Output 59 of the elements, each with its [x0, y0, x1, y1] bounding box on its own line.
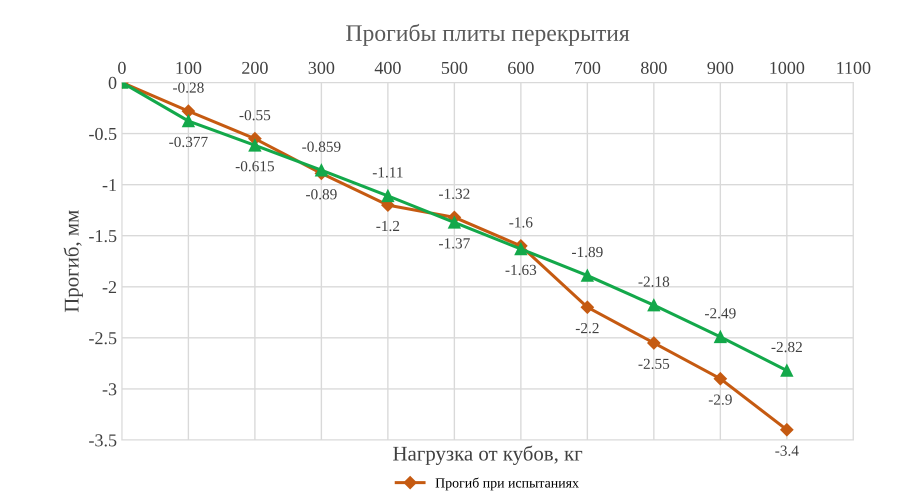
- data-label: -1.2: [376, 220, 400, 232]
- data-label: -1.11: [372, 167, 403, 178]
- y-tick-label: -2: [102, 281, 116, 294]
- point: [780, 364, 794, 377]
- point: [182, 114, 195, 128]
- point: [647, 336, 660, 350]
- point: [248, 139, 262, 152]
- y-tick-label: -2.5: [89, 332, 116, 344]
- point: [182, 104, 195, 118]
- x-tick-label: 100: [176, 62, 202, 74]
- data-label: -2.18: [638, 276, 670, 287]
- data-label: -1.32: [439, 188, 470, 200]
- y-tick-label: -3.5: [89, 434, 116, 447]
- data-label: -2.55: [638, 358, 670, 370]
- data-label: -2.2: [576, 322, 599, 334]
- x-tick-label: 600: [508, 62, 534, 74]
- x-tick-label: 0: [118, 62, 126, 74]
- y-tick-label: 0: [108, 76, 116, 89]
- point: [581, 269, 594, 282]
- data-label: -3.4: [775, 446, 799, 456]
- data-label: -1.6: [509, 217, 533, 228]
- point: [648, 298, 660, 312]
- point: [714, 372, 727, 386]
- point: [714, 330, 727, 344]
- legend-label: Прогиб при испытаниях: [436, 478, 579, 490]
- point: [382, 190, 394, 202]
- data-label: -1.63: [506, 264, 536, 276]
- data-label: -2.49: [705, 308, 736, 319]
- data-label: -1.89: [572, 246, 603, 258]
- point: [448, 216, 461, 229]
- data-label: -2.82: [772, 342, 802, 352]
- data-label: -2.9: [708, 394, 732, 405]
- point: [514, 242, 528, 256]
- x-tick-label: 1000: [770, 62, 804, 74]
- x-tick-label: 900: [707, 62, 734, 74]
- y-tick-label: -3: [102, 383, 116, 396]
- y-tick-label: -1: [102, 178, 116, 191]
- point: [315, 164, 328, 176]
- y-tick-label: -1.5: [89, 230, 116, 242]
- x-axis-title: Нагрузка от кубов, кг: [393, 446, 582, 465]
- data-label: -1.37: [439, 238, 470, 249]
- data-label: -0.859: [302, 142, 340, 152]
- chart-title: Прогибы плиты перекрытия: [346, 24, 630, 46]
- y-tick-label: -0.5: [89, 128, 116, 140]
- x-tick-label: 500: [442, 62, 468, 74]
- x-tick-label: 800: [641, 62, 667, 74]
- x-tick-label: 200: [242, 62, 268, 74]
- x-tick-label: 1100: [837, 62, 870, 74]
- x-tick-label: 300: [308, 62, 334, 74]
- point: [780, 423, 794, 436]
- y-axis-title: Прогиб, мм: [64, 210, 83, 312]
- data-label: -0.28: [173, 82, 204, 93]
- x-tick-label: 400: [374, 62, 401, 74]
- data-label: -0.377: [169, 136, 208, 148]
- data-label: -0.89: [306, 189, 337, 200]
- point: [580, 300, 594, 314]
- data-label: -0.615: [236, 161, 274, 172]
- data-label: -0.55: [240, 110, 270, 120]
- x-tick-label: 700: [575, 62, 600, 74]
